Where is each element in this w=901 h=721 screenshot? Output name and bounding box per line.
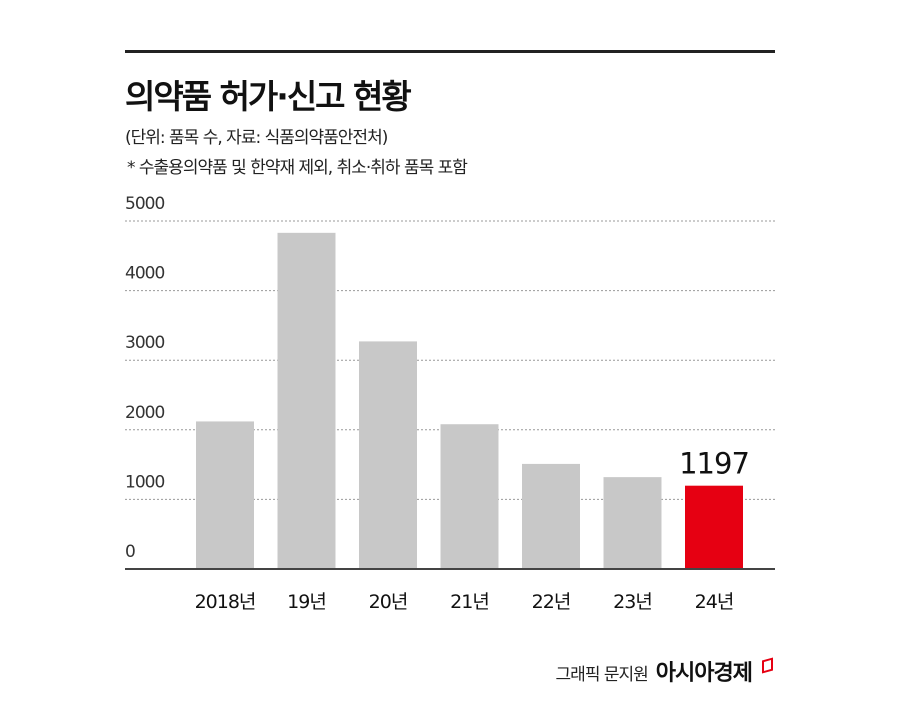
x-tick-label: 20년 xyxy=(369,591,408,613)
chart-note: * 수출용의약품 및 한약재 제외, 취소·취하 품목 포함 xyxy=(127,158,468,178)
chart-subtitle: (단위: 품목 수, 자료: 식품의약품안전처) xyxy=(125,128,388,148)
brand-logo: 아시아경제 xyxy=(655,661,753,686)
data-label: 1197 xyxy=(679,447,749,481)
y-tick-label: 3000 xyxy=(125,333,164,353)
y-tick-label: 4000 xyxy=(125,264,164,284)
credit: 그래픽 문지원 아시아경제 xyxy=(556,655,773,687)
x-tick-label: 24년 xyxy=(695,591,734,613)
bar xyxy=(522,463,580,569)
x-tick-label: 23년 xyxy=(613,591,652,613)
bar xyxy=(603,477,662,569)
x-tick-label: 22년 xyxy=(532,591,571,613)
brand-mark-icon xyxy=(762,657,773,674)
y-tick-label: 0 xyxy=(125,542,135,562)
x-tick-label: 19년 xyxy=(287,591,326,613)
y-tick-label: 2000 xyxy=(125,403,164,423)
y-tick-label: 5000 xyxy=(125,194,164,214)
bar xyxy=(277,232,336,569)
bar xyxy=(196,421,254,569)
bar xyxy=(440,424,499,569)
x-tick-label: 21년 xyxy=(450,591,489,613)
credit-text: 그래픽 문지원 xyxy=(555,665,649,685)
chart-title: 의약품 허가·신고 현황 xyxy=(125,77,412,116)
bar xyxy=(359,341,417,569)
y-tick-label: 1000 xyxy=(125,472,164,492)
bar xyxy=(685,485,743,569)
x-tick-label: 2018년 xyxy=(195,591,256,613)
top-rule xyxy=(125,50,775,53)
